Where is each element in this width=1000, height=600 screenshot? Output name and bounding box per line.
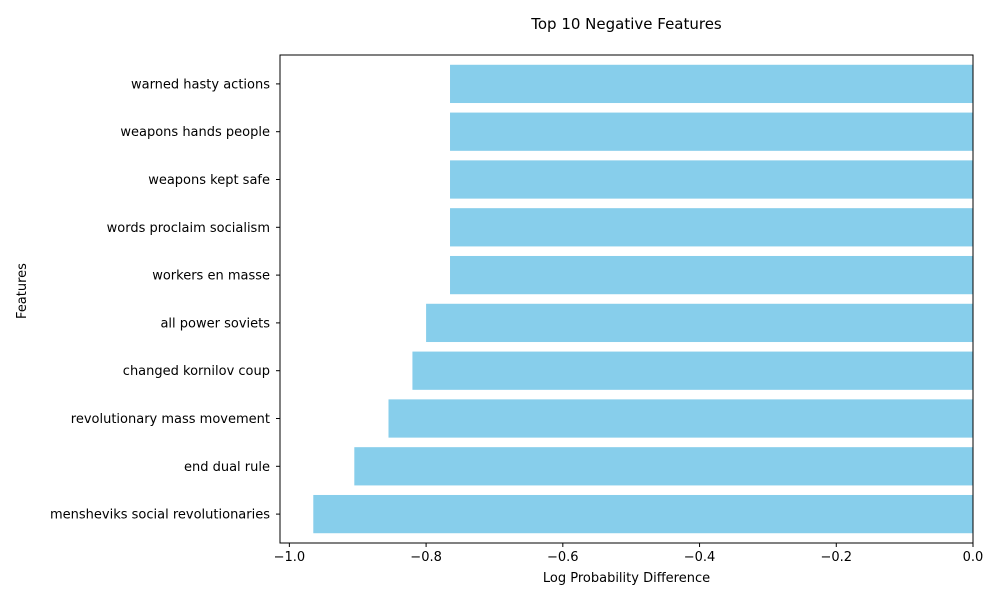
y-tick-label: end dual rule [184, 460, 270, 475]
y-axis-ticks: warned hasty actions weapons hands people… [50, 77, 280, 523]
bar [412, 351, 974, 390]
y-tick-label: mensheviks social revolutionaries [50, 508, 270, 523]
x-tick-label: −0.6 [547, 550, 579, 565]
bar [426, 303, 973, 343]
y-tick-label: revolutionary mass movement [71, 412, 270, 427]
bar [313, 494, 974, 534]
y-tick-label: weapons hands people [120, 125, 270, 140]
bars [313, 64, 974, 534]
x-axis-ticks: −1.0 −0.8 −0.6 −0.4 −0.2 0.0 [274, 543, 984, 565]
y-tick-label: warned hasty actions [131, 77, 270, 92]
bar [450, 255, 973, 295]
plot-frame [279, 54, 974, 544]
x-axis-label: Log Probability Difference [543, 571, 710, 586]
y-tick-label: weapons kept safe [148, 173, 270, 188]
y-axis-label: Features [15, 263, 30, 319]
y-tick-label: workers en masse [152, 269, 270, 284]
bar [450, 208, 973, 247]
bar [450, 64, 973, 104]
bar [450, 160, 973, 199]
x-tick-label: −0.2 [820, 550, 852, 565]
chart-title: Top 10 Negative Features [530, 15, 722, 33]
y-tick-label: changed kornilov coup [123, 364, 270, 379]
axes-frame [279, 54, 974, 544]
x-tick-label: −0.4 [684, 550, 716, 565]
bar [354, 447, 973, 486]
x-tick-label: −0.8 [410, 550, 442, 565]
x-tick-label: 0.0 [963, 550, 984, 565]
bar [388, 399, 973, 438]
bar [450, 112, 973, 151]
y-tick-label: words proclaim socialism [107, 221, 270, 236]
y-tick-label: all power soviets [160, 316, 270, 331]
x-tick-label: −1.0 [274, 550, 306, 565]
